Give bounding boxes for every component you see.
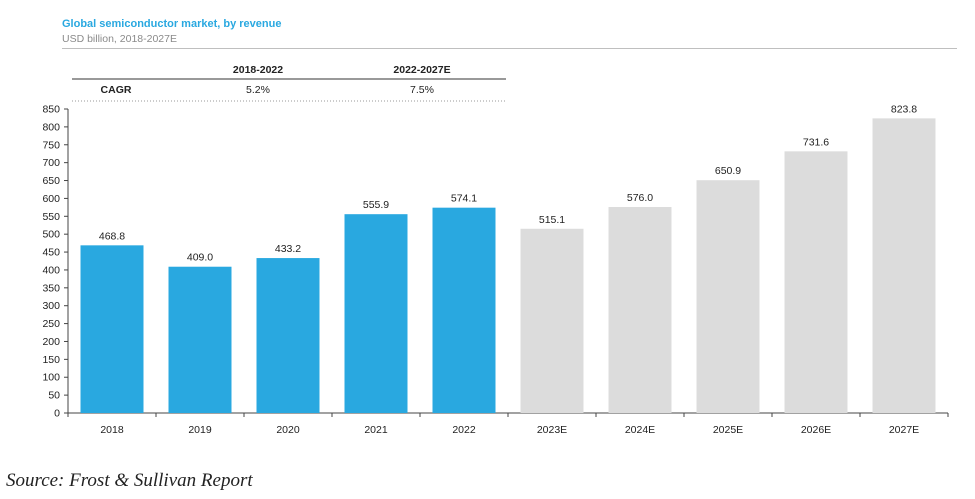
chart-subtitle: USD billion, 2018-2027E <box>62 33 177 45</box>
x-tick-label: 2020 <box>276 424 300 436</box>
y-tick-label: 150 <box>42 354 60 366</box>
cagr-row-label: CAGR <box>101 84 132 96</box>
x-tick-label: 2025E <box>713 424 743 436</box>
bar-2020 <box>256 258 320 413</box>
bar-value-label: 574.1 <box>451 193 477 205</box>
y-tick-label: 750 <box>42 139 60 151</box>
cagr-table: 2018-2022 2022-2027E CAGR 5.2% 7.5% <box>72 64 506 102</box>
cagr-header-2018-2022: 2018-2022 <box>233 64 283 76</box>
y-tick-label: 500 <box>42 229 60 241</box>
y-tick-label: 650 <box>42 175 60 187</box>
y-axis: 0 50 100 150 200 250 300 350 400 450 500 550 600 650 7… <box>42 104 69 420</box>
bar-value-label: 409.0 <box>187 252 213 264</box>
source-note: Source: Frost & Sullivan Report <box>6 470 253 491</box>
bar-value-label: 576.0 <box>627 192 653 204</box>
bar-value-label: 433.2 <box>275 243 301 255</box>
bars <box>80 118 936 414</box>
y-tick-label: 800 <box>42 121 60 133</box>
y-tick-label: 250 <box>42 318 60 330</box>
title-divider <box>62 48 957 49</box>
x-tick-label: 2023E <box>537 424 567 436</box>
x-tick-label: 2027E <box>889 424 919 436</box>
y-tick-label: 100 <box>42 372 60 384</box>
bar-2027e <box>872 118 936 413</box>
y-tick-label: 850 <box>42 104 60 116</box>
cagr-header-2022-2027e: 2022-2027E <box>393 64 450 76</box>
x-tick-label: 2019 <box>188 424 212 436</box>
chart-title: Global semiconductor market, by revenue <box>62 18 282 30</box>
y-tick-label: 600 <box>42 193 60 205</box>
x-axis: 2018 2019 2020 2021 2022 2023E 2024E 2025E 2026E… <box>67 412 949 436</box>
bar-2025e <box>696 180 760 413</box>
y-tick-label: 450 <box>42 247 60 259</box>
bar-value-label: 515.1 <box>539 214 565 226</box>
bar-2018 <box>80 245 144 413</box>
y-tick-label: 200 <box>42 336 60 348</box>
x-tick-label: 2022 <box>452 424 476 436</box>
bar-2024e <box>608 206 672 413</box>
cagr-value-2022-2027e: 7.5% <box>410 84 434 96</box>
y-tick-label: 350 <box>42 282 60 294</box>
bar-chart: 2018-2022 2022-2027E CAGR 5.2% 7.5% 0 50 1… <box>42 64 949 436</box>
y-tick-label: 400 <box>42 264 60 276</box>
x-tick-label: 2021 <box>364 424 388 436</box>
y-tick-label: 50 <box>48 390 60 402</box>
bar-value-labels: 468.8 409.0 433.2 555.9 574.1 515.1 576.0 650.9… <box>99 103 917 263</box>
bar-value-label: 650.9 <box>715 165 741 177</box>
y-tick-label: 550 <box>42 211 60 223</box>
bar-value-label: 555.9 <box>363 199 389 211</box>
x-tick-label: 2024E <box>625 424 655 436</box>
x-tick-label: 2026E <box>801 424 831 436</box>
bar-value-label: 468.8 <box>99 230 125 242</box>
x-tick-label: 2018 <box>100 424 124 436</box>
bar-value-label: 731.6 <box>803 136 829 148</box>
bar-2023e <box>520 228 584 413</box>
cagr-value-2018-2022: 5.2% <box>246 84 270 96</box>
bar-2026e <box>784 151 848 414</box>
y-tick-label: 300 <box>42 300 60 312</box>
bar-value-label: 823.8 <box>891 103 917 115</box>
y-tick-label: 700 <box>42 157 60 169</box>
bar-2019 <box>168 266 232 413</box>
bar-2022 <box>432 207 496 413</box>
y-tick-label: 0 <box>54 408 60 420</box>
bar-2021 <box>344 214 408 413</box>
